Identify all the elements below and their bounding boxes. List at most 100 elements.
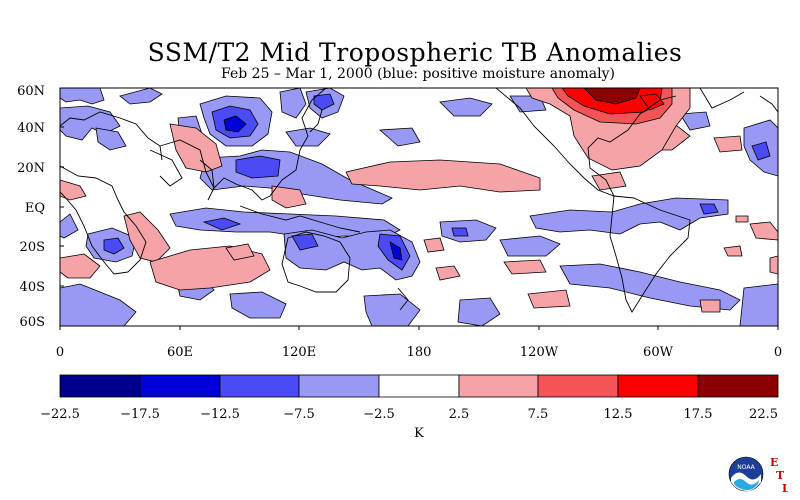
coastline-arabia xyxy=(149,149,183,187)
red-region xyxy=(423,237,445,253)
etl-letter: L xyxy=(782,482,788,495)
colorbar-swatch xyxy=(378,374,460,398)
red-region xyxy=(435,265,461,281)
red-region xyxy=(503,259,547,275)
lon-label: 180 xyxy=(407,345,432,360)
latitude-axis: 60N 40N 20N EQ 20S 40S 60S xyxy=(17,84,64,330)
blue-region xyxy=(60,283,137,326)
noaa-logo-text: NOAA xyxy=(737,464,755,471)
coastline-north-america xyxy=(495,88,677,197)
lon-label: 0 xyxy=(774,345,782,360)
colorbar-tick-label: −17.5 xyxy=(120,407,160,422)
lat-label: 20S xyxy=(20,240,45,255)
red-region xyxy=(639,93,665,111)
coastlines xyxy=(60,88,778,313)
lon-label: 0 xyxy=(56,345,64,360)
lon-label: 120W xyxy=(520,345,559,360)
colorbar-tick-label: −2.5 xyxy=(363,407,395,422)
colorbar-swatch xyxy=(139,374,221,398)
colorbar-tick-label: −22.5 xyxy=(40,407,80,422)
coastline-australia xyxy=(281,231,351,293)
red-region xyxy=(123,211,171,263)
blue-region xyxy=(559,263,741,311)
colorbar-swatch xyxy=(458,374,539,398)
blue-region xyxy=(202,217,242,231)
blue-region xyxy=(699,203,719,215)
lat-label: 40N xyxy=(17,121,45,136)
red-region xyxy=(749,221,778,241)
blue-region xyxy=(389,241,403,261)
colorbar-tick-label: 7.5 xyxy=(528,407,549,422)
blue-region xyxy=(229,291,287,319)
colorbar-swatch xyxy=(59,374,141,398)
coastline-greenland xyxy=(699,88,745,109)
blue-region xyxy=(379,127,421,147)
red-region xyxy=(713,135,743,153)
colorbar-tick-label: 12.5 xyxy=(604,407,633,422)
colorbar-swatch xyxy=(617,374,699,398)
blue-region xyxy=(279,88,307,119)
blue-region xyxy=(223,115,247,133)
longitude-axis: 0 60E 120E 180 120W 60W 0 xyxy=(56,326,782,360)
lat-label: 20N xyxy=(17,161,45,176)
red-region xyxy=(723,245,743,257)
lon-label: 60E xyxy=(167,345,193,360)
coastline-europe-east xyxy=(759,95,778,113)
lon-label: 120E xyxy=(282,345,316,360)
coastline-asia xyxy=(159,88,327,201)
lat-label: 40S xyxy=(20,280,45,295)
page-subtitle: Feb 25 – Mar 1, 2000 (blue: positive moi… xyxy=(221,66,615,82)
page-title: SSM/T2 Mid Tropospheric TB Anomalies xyxy=(147,38,683,67)
colorbar-swatch xyxy=(537,374,619,398)
blue-region xyxy=(291,233,319,251)
coastline-europe xyxy=(60,111,163,161)
lat-label: 60N xyxy=(17,84,45,99)
lat-label: 60S xyxy=(20,315,45,330)
colorbar-units: K xyxy=(414,426,424,441)
noaa-logo-icon: NOAA E T L xyxy=(728,456,788,495)
blue-region xyxy=(439,219,497,243)
coastline-africa xyxy=(60,165,147,275)
red-region xyxy=(225,243,255,261)
colorbar-tick-label: −7.5 xyxy=(283,407,315,422)
etl-letter: T xyxy=(776,469,785,482)
colorbar-swatch xyxy=(697,374,779,398)
red-region xyxy=(583,88,641,105)
red-region xyxy=(591,171,627,191)
blue-region xyxy=(95,127,127,151)
red-region xyxy=(271,185,307,209)
lon-label: 60W xyxy=(643,345,674,360)
blue-region xyxy=(739,283,778,326)
blue-region xyxy=(751,141,771,161)
blue-region xyxy=(451,227,469,237)
colorbar-tick-label: −12.5 xyxy=(200,407,240,422)
colorbar-swatch xyxy=(298,374,380,398)
red-region xyxy=(735,215,749,223)
blue-region xyxy=(499,235,561,257)
colorbar-tick-label: 2.5 xyxy=(449,407,470,422)
etl-letter: E xyxy=(770,456,778,469)
colorbar-tick-label: 22.5 xyxy=(749,407,778,422)
blue-region xyxy=(60,88,105,105)
blue-region xyxy=(313,93,335,111)
coastline-south-america xyxy=(609,195,691,313)
blue-region xyxy=(439,97,493,117)
coastline-india xyxy=(199,159,215,201)
red-region xyxy=(699,299,721,313)
lat-label: EQ xyxy=(25,201,45,216)
blue-region xyxy=(103,237,125,255)
blue-region xyxy=(457,297,501,326)
colorbar: −22.5 −17.5 −12.5 −7.5 −2.5 2.5 7.5 12.5… xyxy=(40,374,779,441)
red-region xyxy=(60,253,101,279)
red-region xyxy=(60,179,87,201)
positive-anomaly-regions xyxy=(60,88,778,313)
colorbar-tick-label: 17.5 xyxy=(684,407,713,422)
blue-region xyxy=(119,88,163,105)
coastline-indonesia xyxy=(239,205,361,233)
red-region xyxy=(527,289,571,309)
colorbar-swatch xyxy=(219,374,300,398)
red-region xyxy=(345,159,541,193)
negative-anomaly-regions xyxy=(60,88,778,326)
blue-region xyxy=(235,155,281,179)
